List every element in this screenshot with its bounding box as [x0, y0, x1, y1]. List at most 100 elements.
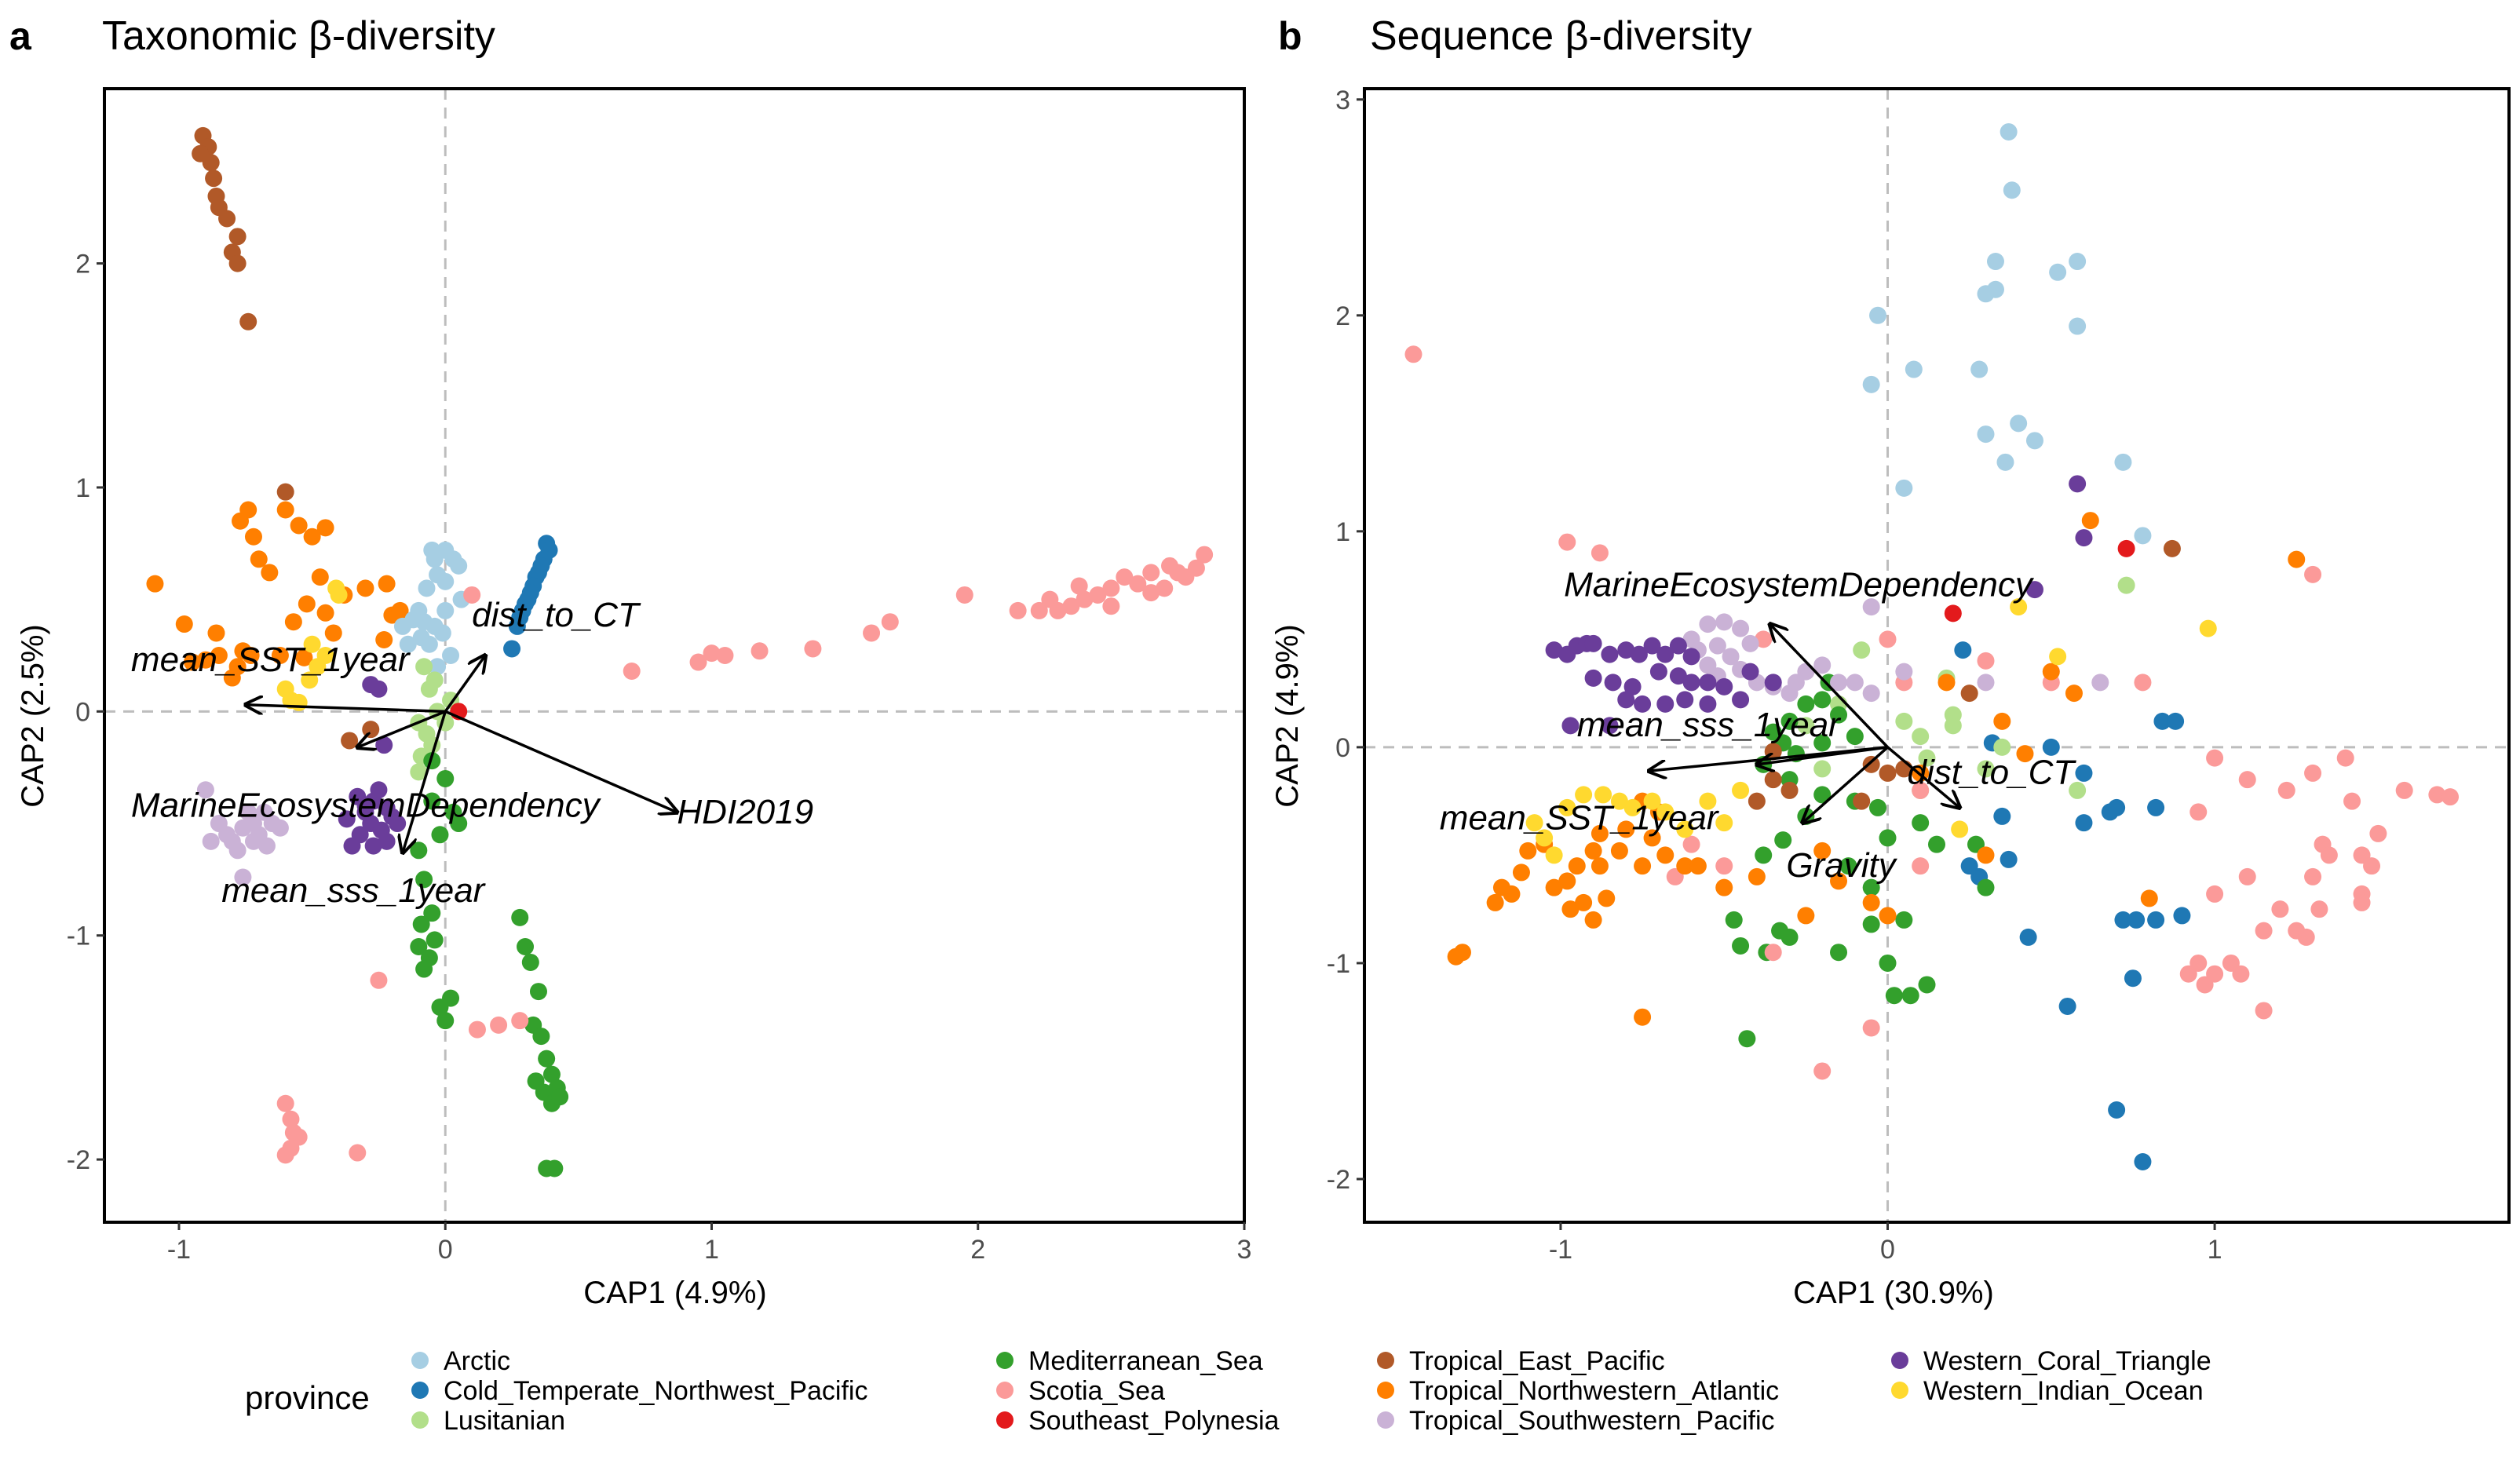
data-point	[1918, 976, 1936, 994]
data-point	[1699, 615, 1717, 633]
data-point	[517, 937, 535, 955]
data-point	[1895, 712, 1913, 730]
data-point	[1129, 575, 1147, 593]
data-point	[511, 1012, 529, 1030]
data-point	[375, 736, 393, 754]
data-point	[2069, 475, 2087, 493]
data-point	[410, 937, 428, 955]
data-point	[1715, 814, 1733, 832]
data-point	[1879, 907, 1897, 925]
data-point	[2117, 576, 2135, 594]
panel-a-plot: dist_to_CT mean_SST_1year MarineEcosystemD…	[67, 87, 1251, 1265]
data-point	[1601, 645, 1619, 663]
data-point	[1764, 944, 1782, 962]
data-point	[1116, 568, 1134, 586]
vector-marineecosystemdependency	[1770, 624, 1889, 749]
data-point	[1656, 645, 1675, 663]
data-point	[2069, 253, 2087, 271]
data-point	[261, 564, 279, 582]
data-point	[1676, 691, 1694, 709]
data-point	[271, 647, 289, 664]
data-point	[228, 842, 247, 860]
data-point	[1853, 641, 1871, 659]
data-point	[1591, 824, 1609, 842]
data-point	[436, 601, 455, 619]
panel-b-letter: b	[1278, 14, 1302, 58]
data-point	[1986, 280, 2004, 298]
data-point	[276, 501, 294, 519]
data-point	[1895, 663, 1913, 681]
data-point	[1977, 652, 1995, 670]
vector-label-marineecosystemdependency: MarineEcosystemDependency	[1564, 565, 2035, 604]
vector-label-hdi2019: HDI2019	[677, 793, 813, 831]
legend-swatch	[1377, 1382, 1394, 1399]
data-point	[2049, 648, 2067, 666]
data-point	[1656, 695, 1675, 713]
series-arctic	[1862, 123, 2152, 545]
data-point	[1617, 641, 1635, 659]
data-point	[1404, 345, 1423, 363]
data-point	[1643, 792, 1661, 810]
data-point	[1089, 586, 1107, 604]
data-point	[1839, 857, 1857, 875]
panel-a-ylabel: CAP2 (2.5%)	[16, 624, 50, 807]
data-point	[1937, 674, 1956, 692]
plot-frame	[103, 87, 1246, 1224]
data-point	[370, 680, 388, 698]
x-tick-label: 1	[2208, 1235, 2222, 1265]
y-tick-label: 1	[75, 473, 90, 503]
data-point	[205, 170, 223, 188]
data-point	[2075, 764, 2093, 782]
data-point	[1669, 637, 1687, 655]
data-point	[1601, 717, 1619, 735]
data-point	[1196, 546, 1214, 564]
data-point	[1846, 674, 1864, 692]
data-point	[1634, 695, 1652, 713]
data-point	[341, 732, 359, 750]
data-point	[356, 579, 374, 597]
legend-item-southeast-polynesia: Southeast_Polynesia	[996, 1406, 1280, 1436]
data-point	[1519, 842, 1537, 860]
legend-label: Tropical_Southwestern_Pacific	[1409, 1406, 1775, 1436]
data-point	[343, 837, 361, 855]
legend-swatch	[411, 1352, 429, 1369]
data-point	[2167, 712, 2185, 730]
legend: province ArcticCold_Temperate_Northwest_…	[245, 1346, 2211, 1436]
y-tick-label: 2	[1335, 301, 1350, 331]
legend-item-tropical-east-pacific: Tropical_East_Pacific	[1377, 1346, 1665, 1376]
data-point	[196, 651, 214, 669]
biplot-vectors: MarineEcosystemDependency mean_sss_1yeard…	[1440, 565, 2077, 885]
data-point	[303, 528, 321, 546]
data-point	[311, 568, 329, 586]
series-lusitanian	[1797, 576, 2135, 799]
vector-dist-to-ct	[1886, 746, 1960, 808]
data-point	[1774, 831, 1792, 849]
data-point	[431, 826, 449, 844]
panel-b-title: Sequence β-diversity	[1370, 13, 1752, 59]
data-point	[1748, 867, 1766, 885]
data-point	[415, 658, 433, 676]
data-point	[1993, 807, 2011, 825]
data-point	[521, 953, 539, 971]
series-tropical-northwestern-atlantic	[1447, 512, 2306, 1026]
panel-b-plot: MarineEcosystemDependency mean_sss_1yeard…	[1327, 86, 2511, 1265]
data-point	[1830, 944, 1848, 962]
data-point	[375, 631, 393, 649]
data-point	[2134, 527, 2152, 545]
data-point	[1830, 872, 1848, 890]
data-point	[751, 642, 769, 660]
data-point	[1993, 738, 2011, 756]
data-point	[1669, 667, 1687, 685]
data-point	[1715, 878, 1733, 896]
data-point	[1649, 663, 1667, 681]
data-point	[2140, 889, 2158, 907]
data-point	[1604, 674, 1622, 692]
data-point	[1813, 656, 1832, 674]
vector-label-mean-sss-1year: mean_sss_1year	[1577, 706, 1842, 744]
data-point	[1912, 728, 1930, 746]
legend-item-tropical-northwestern-atlantic: Tropical_Northwestern_Atlantic	[1377, 1376, 1779, 1406]
data-point	[1689, 857, 1707, 875]
data-point	[863, 624, 881, 642]
data-point	[2010, 414, 2028, 433]
data-point	[2353, 893, 2371, 911]
